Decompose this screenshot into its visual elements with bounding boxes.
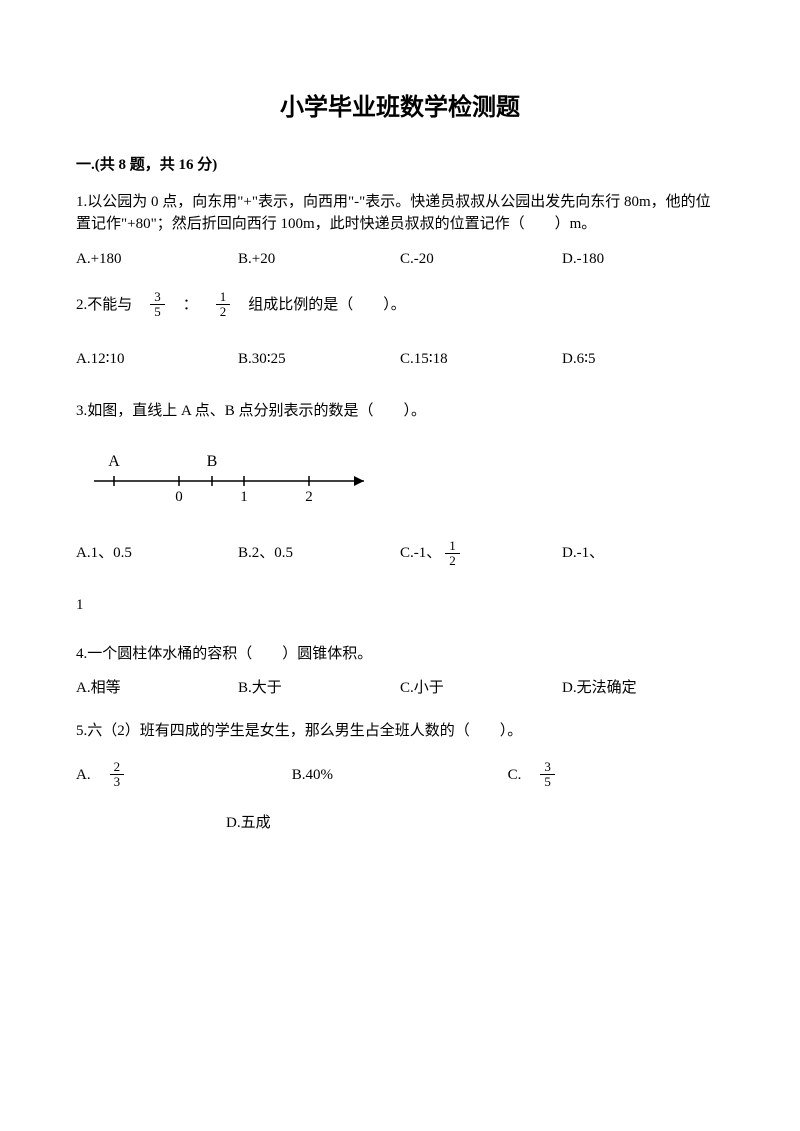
q2-opt-b: B.30∶25 — [238, 348, 400, 371]
q3-c-num: 1 — [445, 539, 460, 553]
q4-text: 4.一个圆柱体水桶的容积（ ）圆锥体积。 — [76, 643, 724, 666]
q5-a-frac: 2 3 — [110, 760, 125, 790]
section-header: 一.(共 8 题，共 16 分) — [76, 154, 724, 177]
q5-a-num: 2 — [110, 760, 125, 774]
q5-c-den: 5 — [540, 774, 555, 789]
q3-opt-c: C.-1、 1 2 — [400, 539, 562, 569]
q5-c-num: 3 — [540, 760, 555, 774]
q3-extra-line: 1 — [76, 594, 724, 617]
q3-options: A.1、0.5 B.2、0.5 C.-1、 1 2 D.-1、 — [76, 539, 724, 569]
q3-text: 3.如图，直线上 A 点、B 点分别表示的数是（ ）。 — [76, 400, 724, 423]
q2-frac-2: 1 2 — [216, 290, 231, 320]
q3-c-frac: 1 2 — [445, 539, 460, 569]
q1-opt-d: D.-180 — [562, 248, 724, 271]
q2-suffix: 组成比例的是（ ）。 — [248, 294, 406, 317]
q2-prefix: 2.不能与 — [76, 294, 132, 317]
q3-opt-b: B.2、0.5 — [238, 539, 400, 569]
q1-text: 1.以公园为 0 点，向东用"+"表示，向西用"-"表示。快递员叔叔从公园出发先… — [76, 191, 724, 236]
page-title: 小学毕业班数学检测题 — [76, 90, 724, 126]
question-5: 5.六（2）班有四成的学生是女生，那么男生占全班人数的（ ）。 A. 2 3 B… — [76, 720, 724, 835]
q5-c-prefix: C. — [508, 764, 537, 787]
q2-colon: ： — [183, 294, 198, 317]
nl-tick-1: 1 — [240, 489, 248, 505]
question-2: 2.不能与 3 5 ： 1 2 组成比例的是（ ）。 A.12∶10 B.30∶… — [76, 290, 724, 370]
q2-opt-d: D.6∶5 — [562, 348, 724, 371]
q2-f1-num: 3 — [150, 290, 165, 304]
q4-options: A.相等 B.大于 C.小于 D.无法确定 — [76, 677, 724, 700]
q4-opt-a: A.相等 — [76, 677, 238, 700]
nl-tick-0: 0 — [175, 489, 183, 505]
q5-opt-a: A. 2 3 — [76, 760, 292, 790]
q2-f2-den: 2 — [216, 304, 231, 319]
q4-opt-b: B.大于 — [238, 677, 400, 700]
q5-opt-b: B.40% — [292, 760, 508, 790]
q3-opt-a: A.1、0.5 — [76, 539, 238, 569]
q2-opt-a: A.12∶10 — [76, 348, 238, 371]
q2-frac-1: 3 5 — [150, 290, 165, 320]
number-line-diagram: A B 0 1 2 — [84, 441, 724, 511]
q2-options: A.12∶10 B.30∶25 C.15∶18 D.6∶5 — [76, 348, 724, 371]
question-3: 3.如图，直线上 A 点、B 点分别表示的数是（ ）。 A B 0 1 2 A.… — [76, 400, 724, 617]
nl-tick-2: 2 — [305, 489, 313, 505]
q5-options-1: A. 2 3 B.40% C. 3 5 — [76, 760, 724, 790]
q5-a-den: 3 — [110, 774, 125, 789]
q5-text: 5.六（2）班有四成的学生是女生，那么男生占全班人数的（ ）。 — [76, 720, 724, 743]
q1-opt-b: B.+20 — [238, 248, 400, 271]
q5-opt-c: C. 3 5 — [508, 760, 724, 790]
q5-opt-d: D.五成 — [226, 812, 271, 835]
q1-opt-a: A.+180 — [76, 248, 238, 271]
q4-opt-d: D.无法确定 — [562, 677, 724, 700]
q5-options-2: D.五成 — [76, 812, 724, 835]
q3-opt-d: D.-1、 — [562, 539, 724, 569]
question-1: 1.以公园为 0 点，向东用"+"表示，向西用"-"表示。快递员叔叔从公园出发先… — [76, 191, 724, 271]
q3-c-prefix: C.-1、 — [400, 542, 441, 565]
q5-a-prefix: A. — [76, 764, 106, 787]
q1-opt-c: C.-20 — [400, 248, 562, 271]
question-4: 4.一个圆柱体水桶的容积（ ）圆锥体积。 A.相等 B.大于 C.小于 D.无法… — [76, 643, 724, 700]
q3-c-den: 2 — [445, 553, 460, 568]
q1-options: A.+180 B.+20 C.-20 D.-180 — [76, 248, 724, 271]
q5-c-frac: 3 5 — [540, 760, 555, 790]
q4-opt-c: C.小于 — [400, 677, 562, 700]
q2-opt-c: C.15∶18 — [400, 348, 562, 371]
nl-label-a: A — [108, 453, 120, 470]
nl-label-b: B — [207, 453, 218, 470]
q2-text: 2.不能与 3 5 ： 1 2 组成比例的是（ ）。 — [76, 290, 406, 320]
q2-f1-den: 5 — [150, 304, 165, 319]
q2-f2-num: 1 — [216, 290, 231, 304]
